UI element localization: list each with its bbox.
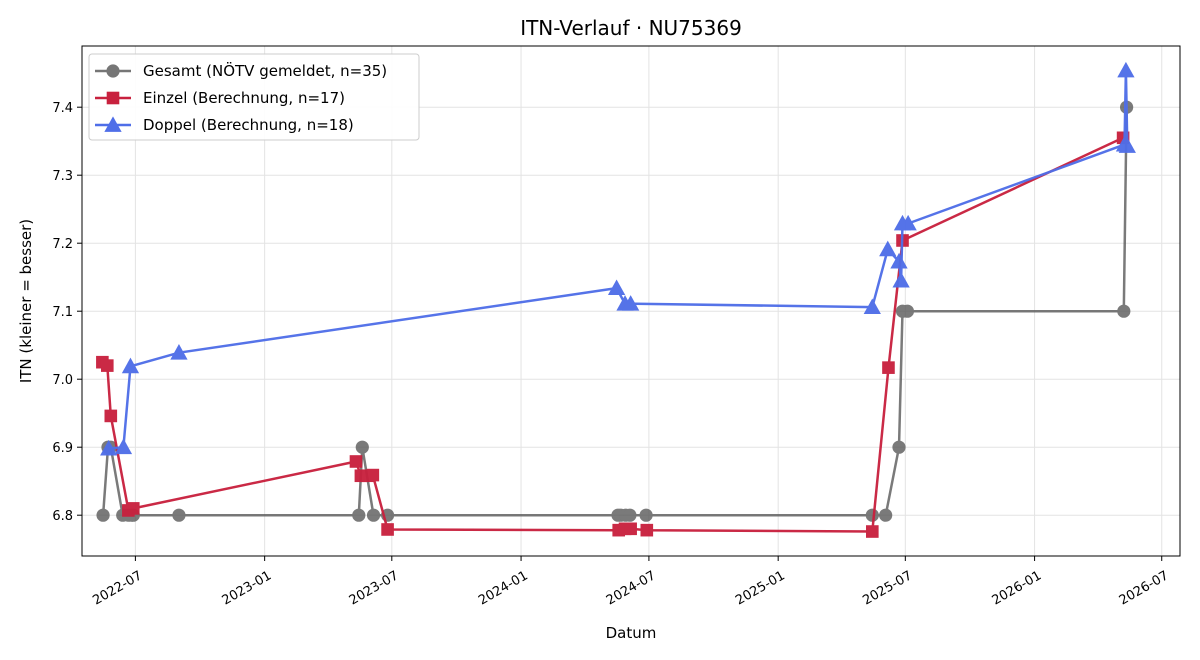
data-point-einzel xyxy=(349,455,363,468)
y-tick-label: 7.0 xyxy=(52,373,73,388)
data-point-doppel xyxy=(100,439,118,456)
data-point-doppel xyxy=(170,344,188,360)
data-point-gesamt xyxy=(366,508,381,522)
data-point-doppel xyxy=(607,279,626,295)
legend-item-doppel xyxy=(95,116,131,132)
data-point-einzel xyxy=(624,522,637,536)
legend-label-gesamt: Gesamt (NÖTV gemeldet, n=35) xyxy=(143,61,387,80)
data-point-gesamt xyxy=(96,508,110,522)
data-point-einzel xyxy=(100,359,114,372)
data-point-doppel xyxy=(863,298,881,315)
legend: Gesamt (NÖTV gemeldet, n=35) Einzel (Bere… xyxy=(88,53,420,141)
data-point-gesamt xyxy=(172,508,186,522)
chart-title: ITN-Verlauf · NU75369 xyxy=(520,16,742,40)
y-tick-label: 6.9 xyxy=(52,441,73,456)
legend-marker-einzel xyxy=(106,91,120,105)
y-axis-label: ITN (kleiner = besser) xyxy=(17,219,35,383)
y-tick-label: 7.1 xyxy=(52,305,73,320)
legend-items: Gesamt (NÖTV gemeldet, n=35) Einzel (Bere… xyxy=(95,61,387,134)
series-einzel xyxy=(96,131,1130,538)
data-point-doppel xyxy=(892,271,910,288)
y-tick-label: 7.2 xyxy=(52,237,73,252)
data-point-gesamt xyxy=(879,508,893,522)
y-tick-label: 7.4 xyxy=(52,101,73,116)
data-point-doppel xyxy=(899,214,917,231)
data-point-einzel xyxy=(882,361,895,374)
legend-label-einzel: Einzel (Berechnung, n=17) xyxy=(143,89,345,107)
data-point-einzel xyxy=(104,409,118,423)
legend-label-doppel: Doppel (Berechnung, n=18) xyxy=(143,116,354,134)
data-point-gesamt xyxy=(865,508,879,522)
data-point-doppel xyxy=(114,438,133,455)
legend-frame xyxy=(88,53,420,141)
data-point-gesamt xyxy=(639,508,653,522)
data-point-gesamt xyxy=(1117,304,1131,318)
data-point-einzel xyxy=(126,502,140,515)
data-point-gesamt xyxy=(352,508,366,522)
data-point-doppel xyxy=(879,240,897,257)
legend-item-einzel xyxy=(95,91,131,105)
series-layer xyxy=(96,61,1136,538)
data-point-gesamt xyxy=(355,440,369,454)
data-point-einzel xyxy=(640,523,654,537)
data-point-doppel xyxy=(121,357,140,374)
legend-item-gesamt xyxy=(95,64,131,78)
data-point-doppel xyxy=(622,295,640,311)
series-line-doppel xyxy=(108,69,1129,450)
data-point-einzel xyxy=(866,525,879,538)
data-point-gesamt xyxy=(900,304,915,318)
x-axis-label: Datum xyxy=(606,624,657,642)
plot-frame xyxy=(81,45,1181,557)
data-point-einzel xyxy=(381,523,394,536)
legend-marker-gesamt xyxy=(106,64,120,78)
data-point-doppel xyxy=(890,252,908,269)
y-tick-label: 6.8 xyxy=(52,509,73,524)
data-point-einzel xyxy=(366,468,380,482)
data-point-doppel xyxy=(1117,61,1135,78)
series-doppel xyxy=(100,61,1136,456)
legend-marker-doppel xyxy=(104,116,122,132)
y-tick-label: 7.3 xyxy=(52,169,73,184)
series-line-einzel xyxy=(101,136,1124,533)
data-point-gesamt xyxy=(623,508,637,522)
data-point-doppel xyxy=(1118,137,1136,153)
data-point-gesamt xyxy=(892,440,906,454)
